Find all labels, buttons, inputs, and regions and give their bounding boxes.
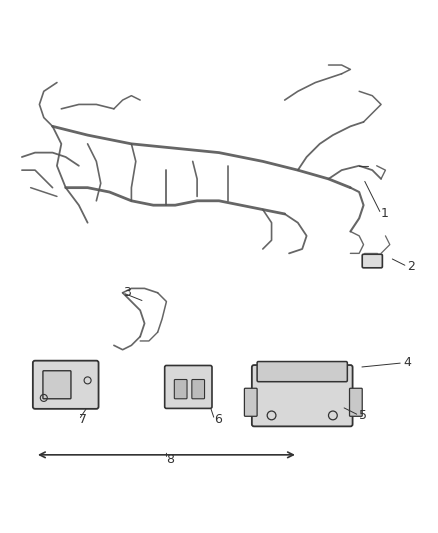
Text: 4: 4 bbox=[403, 357, 411, 369]
FancyBboxPatch shape bbox=[33, 361, 99, 409]
FancyBboxPatch shape bbox=[165, 366, 212, 408]
Text: 8: 8 bbox=[166, 453, 174, 466]
FancyBboxPatch shape bbox=[192, 379, 205, 399]
FancyBboxPatch shape bbox=[43, 371, 71, 399]
FancyBboxPatch shape bbox=[174, 379, 187, 399]
Text: 1: 1 bbox=[381, 207, 389, 221]
FancyBboxPatch shape bbox=[257, 361, 347, 382]
FancyBboxPatch shape bbox=[362, 254, 382, 268]
Text: 3: 3 bbox=[123, 286, 131, 300]
Text: 6: 6 bbox=[215, 413, 223, 426]
FancyBboxPatch shape bbox=[350, 388, 362, 416]
Text: 7: 7 bbox=[79, 413, 87, 426]
Text: 5: 5 bbox=[359, 409, 367, 422]
FancyBboxPatch shape bbox=[252, 365, 353, 426]
FancyBboxPatch shape bbox=[244, 388, 257, 416]
Text: 2: 2 bbox=[407, 260, 415, 273]
